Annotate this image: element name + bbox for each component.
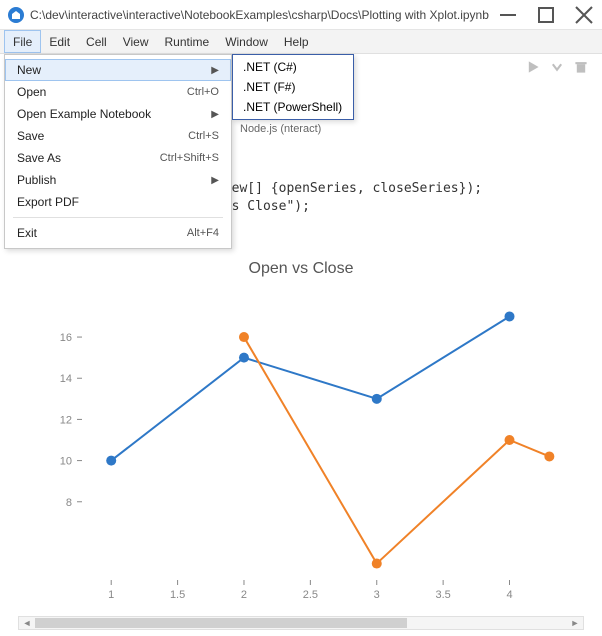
new-submenu-item[interactable]: .NET (C#) — [233, 57, 353, 77]
new-submenu: .NET (C#).NET (F#).NET (PowerShell) — [232, 54, 354, 120]
svg-text:4: 4 — [506, 589, 512, 600]
menu-shortcut: Alt+F4 — [187, 227, 219, 239]
menu-runtime[interactable]: Runtime — [157, 30, 218, 53]
chevron-right-icon: ▶ — [211, 65, 219, 76]
svg-text:3.5: 3.5 — [435, 589, 450, 600]
code-line: vs Close"); — [224, 199, 310, 214]
menu-separator — [13, 217, 223, 218]
minimize-button[interactable] — [498, 5, 518, 25]
svg-text:1: 1 — [108, 589, 114, 600]
menu-item-label: Exit — [17, 226, 179, 240]
chevron-down-icon[interactable] — [548, 58, 566, 76]
code-cell-fragment: (new[] {openSeries, closeSeries}); vs Cl… — [216, 180, 482, 216]
title-bar: C:\dev\interactive\interactive\NotebookE… — [0, 0, 602, 30]
submenu-footer: Node.js (nteract) — [234, 119, 327, 139]
menu-item-label: Open — [17, 85, 179, 99]
file-menu-save-as[interactable]: Save As Ctrl+Shift+S — [5, 147, 231, 169]
menu-shortcut: Ctrl+S — [188, 130, 219, 142]
menu-edit[interactable]: Edit — [41, 30, 78, 53]
svg-text:2.5: 2.5 — [303, 589, 318, 600]
svg-text:1.5: 1.5 — [170, 589, 185, 600]
menu-shortcut: Ctrl+Shift+S — [160, 152, 219, 164]
menu-item-label: Export PDF — [17, 195, 219, 209]
chart-title: Open vs Close — [18, 260, 584, 278]
menu-item-label: Save — [17, 129, 180, 143]
app-icon — [8, 7, 24, 23]
horizontal-scrollbar[interactable]: ◄ ► — [18, 616, 584, 630]
close-button[interactable] — [574, 5, 594, 25]
run-button[interactable] — [524, 58, 542, 76]
file-menu-publish[interactable]: Publish▶ — [5, 169, 231, 191]
maximize-button[interactable] — [536, 5, 556, 25]
window-controls — [498, 5, 594, 25]
menu-item-label: Open Example Notebook — [17, 107, 211, 121]
scroll-track[interactable] — [35, 617, 567, 629]
svg-text:10: 10 — [60, 456, 72, 468]
line-chart: 8 10 12 14 16 1 1.5 2 2.5 3 3.5 4 — [18, 290, 584, 600]
file-menu-new[interactable]: New▶ — [5, 59, 231, 81]
file-menu-save[interactable]: Save Ctrl+S — [5, 125, 231, 147]
file-menu-open[interactable]: Open Ctrl+O — [5, 81, 231, 103]
menu-shortcut: Ctrl+O — [187, 86, 219, 98]
menu-bar: FileEditCellViewRuntimeWindowHelp — [0, 30, 602, 54]
file-menu-export-pdf[interactable]: Export PDF — [5, 191, 231, 213]
menu-window[interactable]: Window — [217, 30, 276, 53]
window-title: C:\dev\interactive\interactive\NotebookE… — [30, 8, 490, 22]
menu-item-label: New — [17, 63, 211, 77]
svg-text:2: 2 — [241, 589, 247, 600]
code-line: (new[] {openSeries, closeSeries}); — [216, 181, 482, 196]
new-submenu-item[interactable]: .NET (F#) — [233, 77, 353, 97]
trash-icon[interactable] — [572, 58, 590, 76]
scroll-left-button[interactable]: ◄ — [19, 617, 35, 629]
menu-item-label: Publish — [17, 173, 211, 187]
file-menu-dropdown: New▶OpenCtrl+OOpen Example Notebook▶Save… — [4, 54, 232, 249]
chevron-right-icon: ▶ — [211, 175, 219, 186]
file-menu-exit[interactable]: Exit Alt+F4 — [5, 222, 231, 244]
new-submenu-item[interactable]: .NET (PowerShell) — [233, 97, 353, 117]
chart-area: Open vs Close 8 10 12 14 16 1 1.5 2 2.5 3 3.5 4 — [18, 260, 584, 610]
scroll-right-button[interactable]: ► — [567, 617, 583, 629]
menu-item-label: Save As — [17, 151, 152, 165]
svg-text:3: 3 — [374, 589, 380, 600]
menu-help[interactable]: Help — [276, 30, 317, 53]
svg-text:16: 16 — [60, 332, 72, 344]
file-menu-open-example-notebook[interactable]: Open Example Notebook▶ — [5, 103, 231, 125]
chevron-right-icon: ▶ — [211, 109, 219, 120]
menu-view[interactable]: View — [115, 30, 157, 53]
svg-text:8: 8 — [66, 497, 72, 509]
scroll-thumb[interactable] — [35, 618, 407, 628]
menu-file[interactable]: File — [4, 30, 41, 53]
svg-text:14: 14 — [60, 373, 72, 385]
menu-cell[interactable]: Cell — [78, 30, 115, 53]
svg-text:12: 12 — [60, 414, 72, 426]
